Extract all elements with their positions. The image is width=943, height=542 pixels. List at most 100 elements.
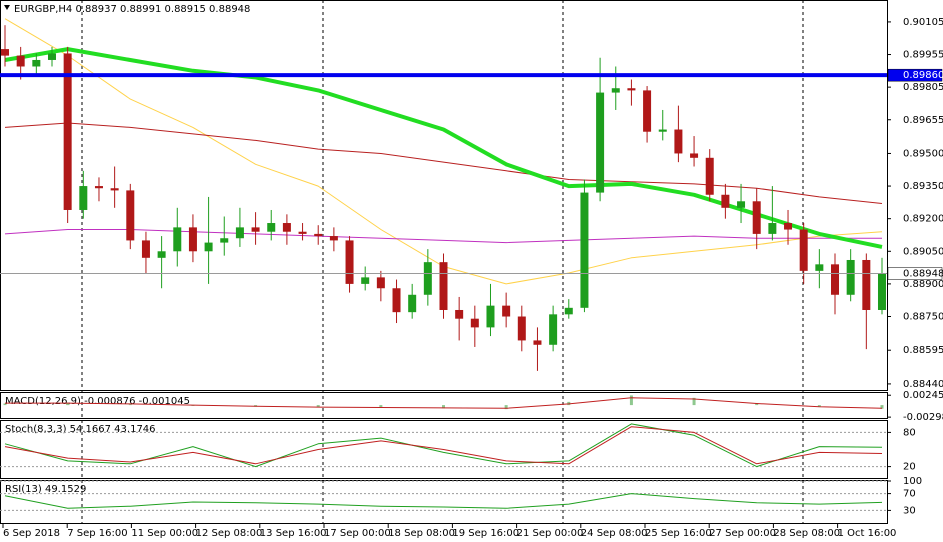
candle-body	[267, 223, 276, 232]
candle-body	[564, 307, 573, 315]
panel-title: MACD(12,26,9) -0.000876 -0.001045	[5, 396, 190, 407]
x-tick-label: 11 Sep 00:00	[131, 528, 198, 539]
panel-title: Stoch(8,3,3) 54.1667 43.1746	[5, 424, 156, 435]
candle-body	[423, 262, 432, 295]
x-tick-label: 27 Sep 00:00	[709, 528, 776, 539]
y-tick-label: 0.88900	[903, 279, 943, 290]
histogram-bar	[3, 403, 7, 406]
candle-body	[32, 59, 41, 67]
histogram-bar	[128, 404, 132, 406]
candle-body	[376, 277, 385, 289]
candle-body	[658, 129, 667, 132]
stoch-panel	[0, 420, 888, 479]
candle-body	[705, 157, 714, 195]
rsi-panel	[0, 480, 888, 524]
candle-body	[47, 53, 56, 60]
candle-body	[1, 49, 10, 56]
candle-body	[220, 238, 229, 243]
y-tick-label: 0.89955	[903, 50, 943, 61]
candle-body	[251, 227, 260, 232]
y-tick-label: 20	[903, 462, 916, 473]
candle-body	[815, 264, 824, 271]
y-tick-label: 0.89805	[903, 82, 943, 93]
candle-body	[345, 240, 354, 284]
candle-body	[235, 227, 244, 239]
y-tick-label: 0.00245	[903, 390, 943, 401]
indicator-line	[5, 397, 883, 409]
candle-body	[831, 264, 840, 295]
price-label: 0.88948	[903, 268, 943, 279]
candle-body	[596, 92, 605, 193]
x-tick-label: 13 Sep 16:00	[260, 528, 327, 539]
x-tick-label: 21 Sep 00:00	[517, 528, 584, 539]
indicator-line	[4, 493, 883, 509]
histogram-bar	[504, 405, 508, 410]
x-tick-label: 19 Sep 16:00	[452, 528, 519, 539]
candle-body	[784, 223, 793, 230]
histogram-bar	[817, 405, 821, 407]
histogram-bar	[755, 403, 759, 406]
candle-body	[721, 194, 730, 208]
period-separators	[81, 0, 804, 524]
candle-body	[173, 227, 182, 252]
y-tick-label: -0.002984	[903, 412, 943, 423]
candle-body	[16, 55, 25, 67]
candle-body	[643, 90, 652, 132]
x-tick-label: 7 Sep 16:00	[67, 528, 127, 539]
candle-body	[533, 340, 542, 345]
candle-body	[298, 231, 307, 234]
y-tick-label: 0.88750	[903, 312, 943, 323]
y-tick-label: 0.89050	[903, 246, 943, 257]
y-tick-label: 100	[903, 476, 922, 487]
candle-body	[439, 262, 448, 310]
histogram-bar	[379, 405, 383, 408]
histogram-bar	[316, 405, 320, 408]
indicator-line	[4, 229, 882, 244]
symbol-marker	[4, 5, 10, 10]
candle-body	[126, 190, 135, 241]
candle-body	[282, 223, 291, 232]
candle-body	[502, 305, 511, 317]
y-tick-label: 0.90105	[903, 17, 943, 28]
panel-title: RSI(13) 49.1529	[5, 484, 86, 495]
y-tick-label: 70	[903, 489, 916, 500]
histogram-bar	[692, 397, 696, 406]
candle-body	[611, 88, 620, 93]
y-tick-label: 0.88595	[903, 345, 943, 356]
x-tick-label: 17 Sep 00:00	[324, 528, 391, 539]
histogram-bar	[880, 405, 884, 409]
main-panel	[0, 0, 888, 391]
candle-body	[455, 309, 464, 319]
y-tick-label: 0.89500	[903, 148, 943, 159]
indicator-line	[4, 18, 883, 285]
candle-body	[141, 240, 150, 258]
candle-body	[862, 259, 871, 310]
indicator-line	[4, 426, 883, 465]
candle-body	[627, 88, 636, 91]
candle-body	[361, 277, 370, 284]
histogram-bar	[66, 402, 70, 406]
candle-body	[846, 259, 855, 295]
candle-body	[877, 273, 886, 310]
histogram-bar	[442, 405, 445, 409]
candle-body	[752, 201, 761, 234]
y-tick-label: 0.89655	[903, 115, 943, 126]
y-tick-label: 0.88440	[903, 379, 943, 390]
candle-body	[188, 227, 197, 252]
candle-body	[110, 188, 119, 191]
panel-title: EURGBP,H4 0.88937 0.88991 0.88915 0.8894…	[14, 4, 250, 15]
x-tick-label: 18 Sep 08:00	[388, 528, 455, 539]
indicator-line	[4, 423, 883, 468]
price-label-box	[887, 68, 943, 82]
y-tick-label: 0.89200	[903, 214, 943, 225]
price-label-box	[887, 267, 943, 280]
candle-body	[314, 233, 323, 237]
y-tick-label: 30	[903, 505, 916, 516]
candle-body	[94, 186, 103, 189]
indicator-line	[4, 122, 883, 204]
candle-body	[470, 318, 479, 328]
x-tick-label: 12 Sep 08:00	[196, 528, 263, 539]
x-tick-label: 1 Oct 16:00	[838, 528, 897, 539]
candle-body	[549, 314, 558, 345]
